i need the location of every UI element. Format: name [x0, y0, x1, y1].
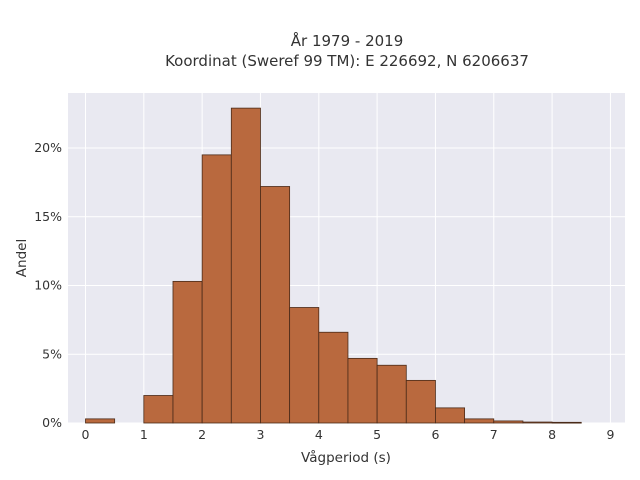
histogram-bar: [143, 395, 174, 424]
chart-title-line-2: Koordinat (Sweref 99 TM): E 226692, N 62…: [165, 52, 529, 70]
histogram-bar: [85, 418, 116, 424]
histogram-bar: [464, 418, 495, 424]
x-tick-label: 8: [548, 427, 556, 442]
x-tick-label: 4: [315, 427, 323, 442]
histogram-bar: [435, 407, 466, 424]
histogram-bar: [230, 107, 261, 424]
histogram-bar: [260, 186, 291, 424]
histogram-bar: [376, 364, 407, 424]
histogram-bar: [289, 307, 320, 424]
chart-title-line-1: År 1979 - 2019: [291, 31, 404, 50]
x-tick-label: 2: [198, 427, 206, 442]
y-tick-label: 10%: [34, 278, 62, 293]
y-axis-label: Andel: [14, 239, 30, 277]
histogram-bar: [493, 420, 524, 424]
x-tick-label: 7: [490, 427, 498, 442]
histogram-bar: [522, 421, 553, 424]
histogram-bar: [405, 379, 436, 424]
y-tick-label: 0%: [42, 415, 62, 430]
histogram-bar: [551, 421, 582, 424]
x-tick-label: 0: [82, 427, 90, 442]
x-axis-label: Vågperiod (s): [301, 449, 391, 466]
y-axis-ticks: 0% 5% 10% 15% 20%: [34, 140, 62, 430]
histogram-bars: [85, 107, 582, 424]
x-tick-label: 9: [606, 427, 614, 442]
y-tick-label: 15%: [34, 209, 62, 224]
x-tick-label: 5: [373, 427, 381, 442]
y-tick-label: 20%: [34, 140, 62, 155]
x-tick-label: 6: [431, 427, 439, 442]
histogram-bar: [172, 280, 203, 424]
x-axis-ticks: 0 1 2 3 4 5 6 7 8 9: [82, 427, 615, 442]
histogram-bar: [201, 154, 232, 424]
histogram-bar: [347, 357, 378, 424]
x-tick-label: 3: [256, 427, 264, 442]
x-tick-label: 1: [140, 427, 148, 442]
histogram-bar: [318, 331, 349, 424]
y-tick-label: 5%: [42, 346, 62, 361]
